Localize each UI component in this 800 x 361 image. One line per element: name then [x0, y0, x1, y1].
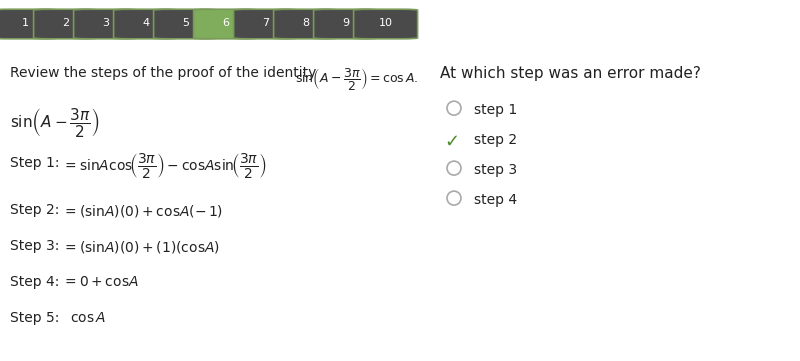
Text: 8: 8 [302, 18, 309, 28]
Text: $= (\mathrm{sin}A)(0) + \mathrm{cos}A(-\,1)$: $= (\mathrm{sin}A)(0) + \mathrm{cos}A(-\… [62, 203, 223, 219]
Circle shape [447, 101, 461, 115]
FancyBboxPatch shape [194, 9, 258, 39]
Text: 2: 2 [62, 18, 69, 28]
Text: Step 3:: Step 3: [10, 239, 59, 253]
FancyBboxPatch shape [154, 9, 218, 39]
Text: Review the steps of the proof of the identity: Review the steps of the proof of the ide… [10, 66, 316, 80]
FancyBboxPatch shape [0, 9, 58, 39]
Text: 9: 9 [342, 18, 349, 28]
Text: step 1: step 1 [474, 103, 518, 117]
Text: $= (\mathrm{sin}A)(0) + (1)(\mathrm{cos}A)$: $= (\mathrm{sin}A)(0) + (1)(\mathrm{cos}… [62, 239, 220, 255]
FancyBboxPatch shape [74, 9, 138, 39]
Text: 10: 10 [378, 18, 393, 28]
Text: $\sin\!\left(A-\dfrac{3\pi}{2}\right)$: $\sin\!\left(A-\dfrac{3\pi}{2}\right)$ [10, 106, 100, 139]
FancyBboxPatch shape [234, 9, 298, 39]
FancyBboxPatch shape [34, 9, 98, 39]
Text: At which step was an error made?: At which step was an error made? [440, 66, 701, 81]
Text: 7: 7 [262, 18, 269, 28]
FancyBboxPatch shape [314, 9, 378, 39]
Circle shape [447, 191, 461, 205]
FancyBboxPatch shape [114, 9, 178, 39]
Text: 3: 3 [102, 18, 109, 28]
Text: step 4: step 4 [474, 193, 517, 207]
Circle shape [447, 161, 461, 175]
Text: ✓: ✓ [444, 133, 459, 151]
Text: $\sin\!\left(A-\dfrac{3\pi}{2}\right) = \cos A.$: $\sin\!\left(A-\dfrac{3\pi}{2}\right) = … [295, 66, 418, 92]
Text: Step 1:: Step 1: [10, 156, 59, 170]
Text: Step 2:: Step 2: [10, 203, 59, 217]
FancyBboxPatch shape [274, 9, 338, 39]
Text: Step 5:: Step 5: [10, 311, 59, 325]
Text: Step 4:: Step 4: [10, 275, 59, 289]
Text: step 3: step 3 [474, 163, 517, 177]
Text: 6: 6 [222, 18, 229, 28]
Text: $= 0 + \mathrm{cos}A$: $= 0 + \mathrm{cos}A$ [62, 275, 138, 289]
Text: step 2: step 2 [474, 133, 517, 147]
Text: 5: 5 [182, 18, 189, 28]
Text: $\mathrm{cos}\,A$: $\mathrm{cos}\,A$ [70, 311, 106, 325]
Text: $= \mathrm{sin}A\mathrm{cos}\!\left(\dfrac{3\pi}{2}\right) - \mathrm{cos}A\mathr: $= \mathrm{sin}A\mathrm{cos}\!\left(\dfr… [62, 151, 266, 180]
Text: 4: 4 [142, 18, 149, 28]
FancyBboxPatch shape [354, 9, 418, 39]
Text: 1: 1 [22, 18, 29, 28]
